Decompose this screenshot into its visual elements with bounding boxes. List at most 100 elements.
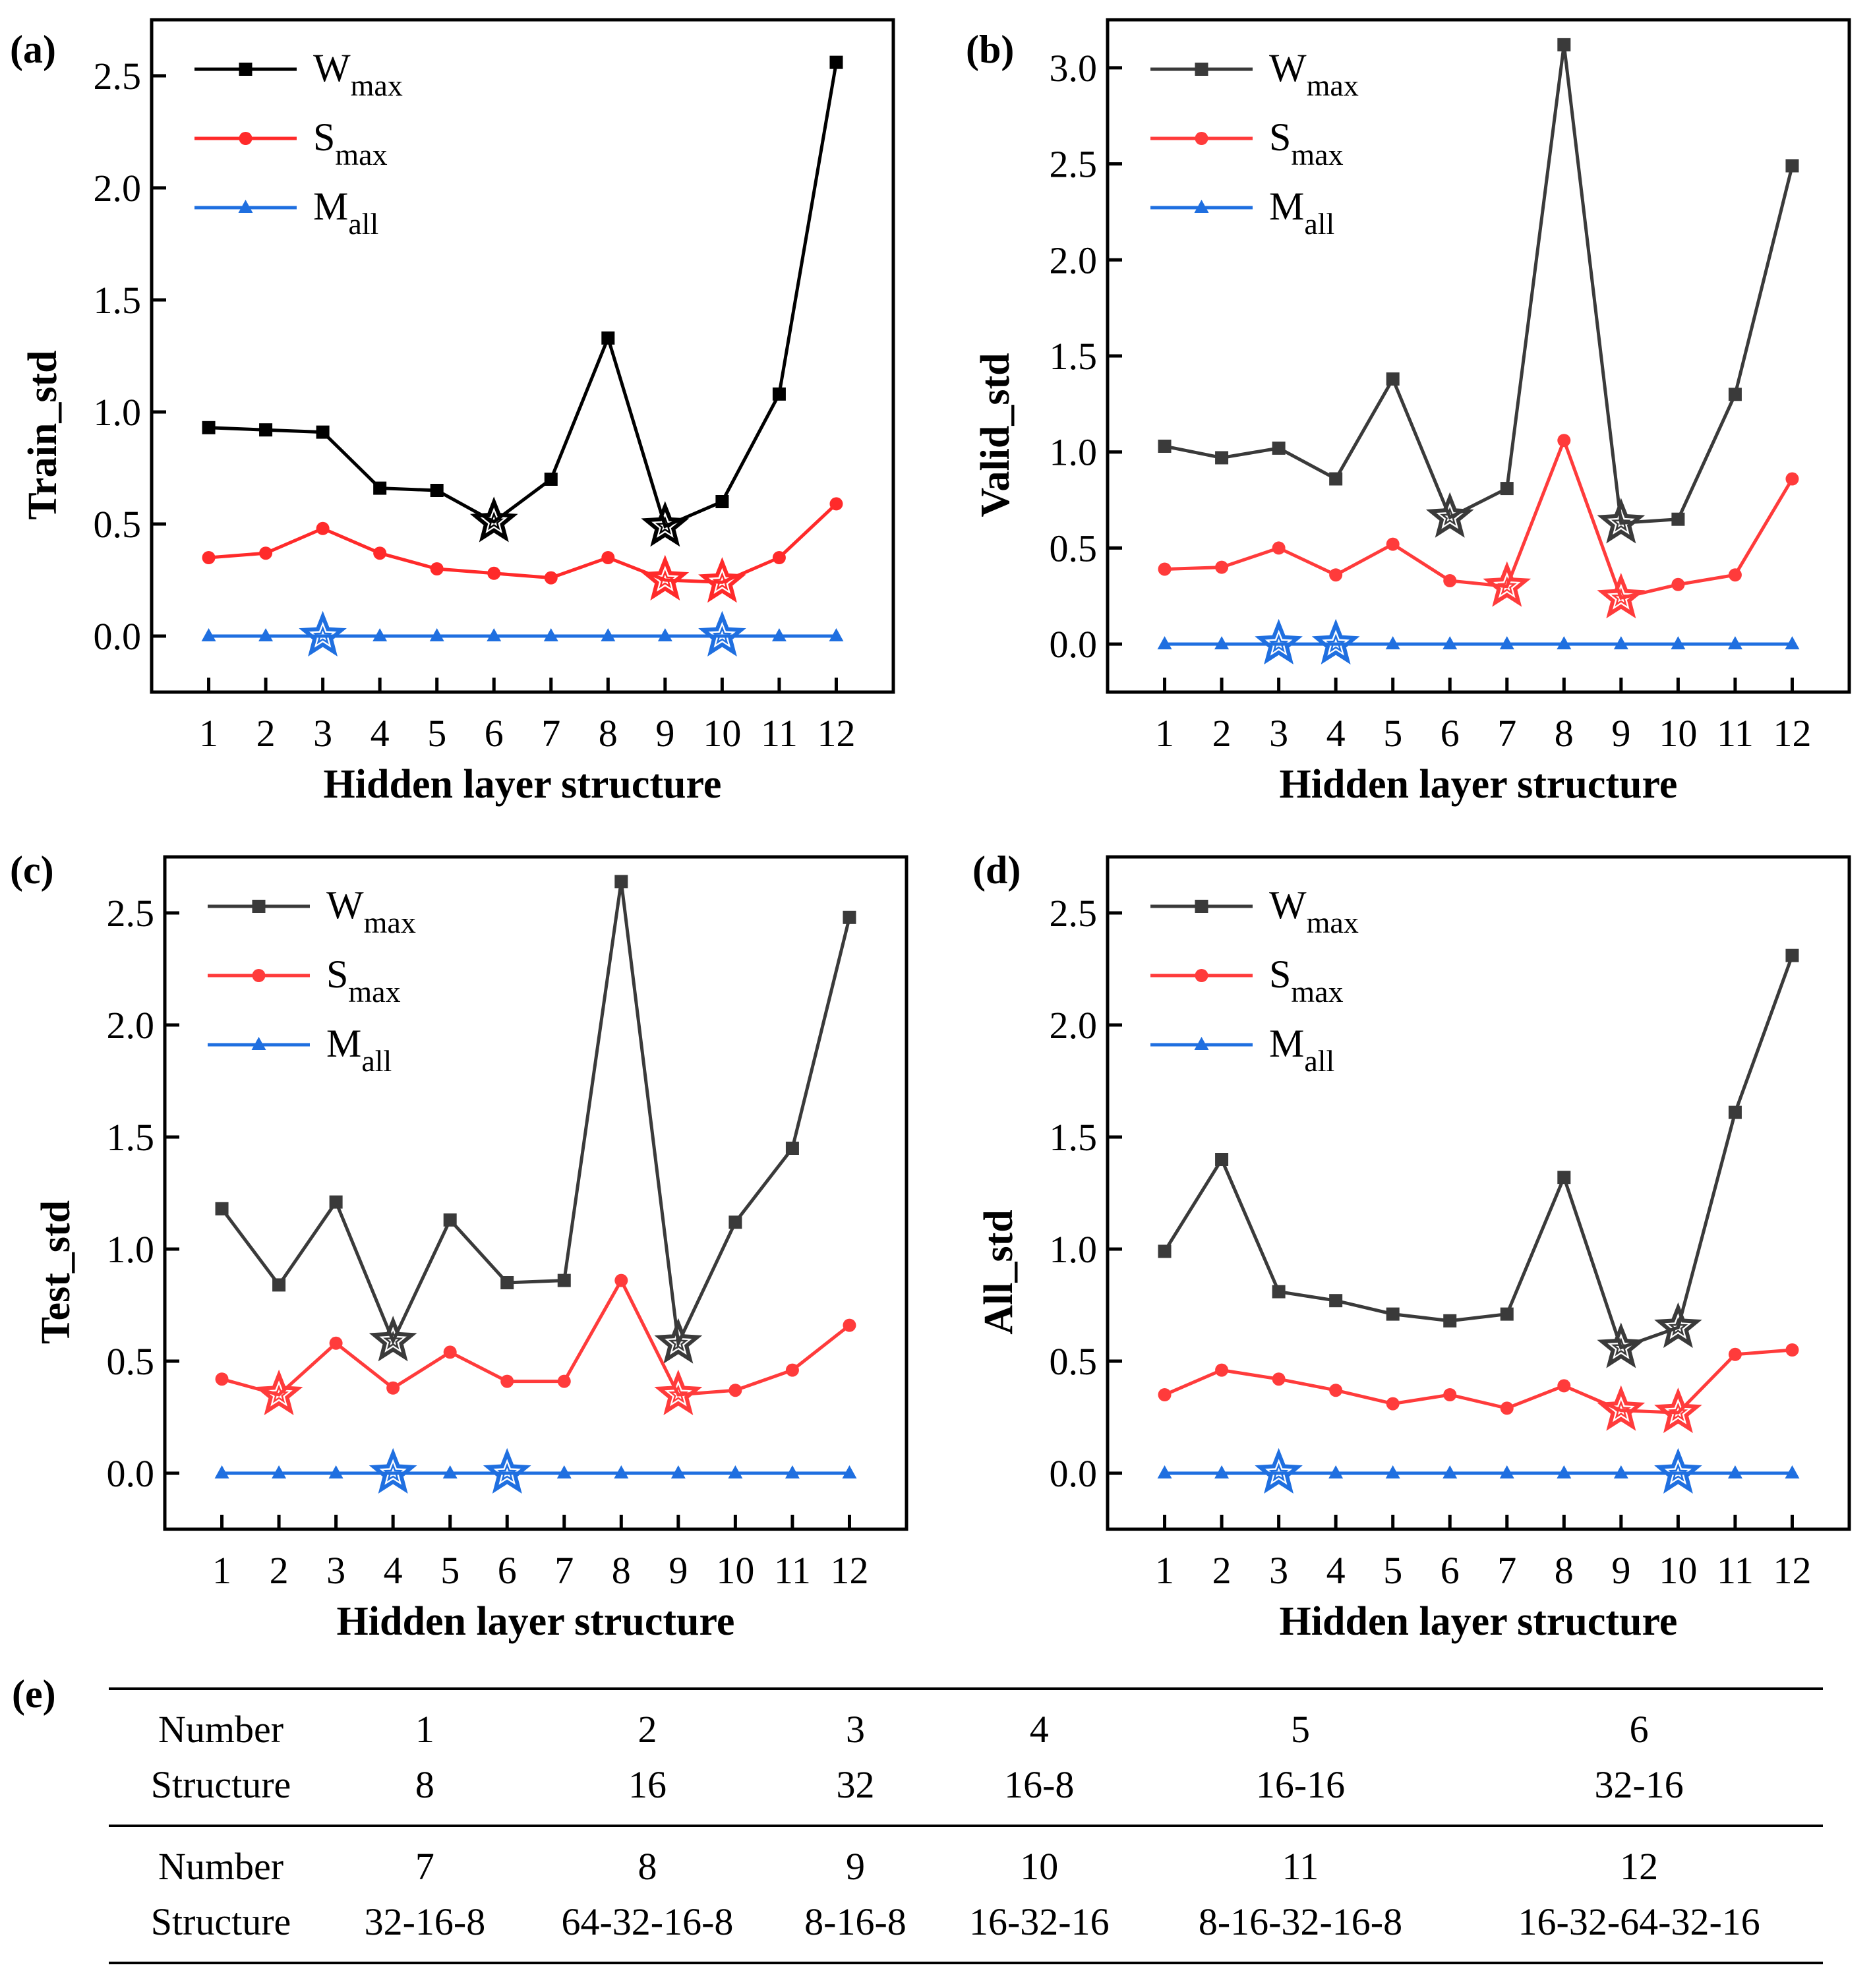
data-point bbox=[1557, 1171, 1571, 1184]
data-point bbox=[272, 1465, 287, 1478]
data-point bbox=[442, 1465, 458, 1478]
table-cell-structure: 32-16-8 bbox=[364, 1900, 486, 1943]
data-point bbox=[215, 1372, 229, 1386]
legend-marker bbox=[1195, 900, 1208, 913]
data-point bbox=[429, 628, 444, 641]
highlight-star bbox=[1255, 1447, 1303, 1494]
data-point bbox=[500, 1276, 514, 1289]
x-tick-label: 3 bbox=[1269, 712, 1288, 755]
highlight-star-inner bbox=[712, 626, 732, 645]
data-point bbox=[259, 423, 273, 437]
legend-label: Mall bbox=[1269, 1022, 1334, 1078]
legend-entry: Wmax bbox=[208, 883, 416, 939]
x-tick-label: 4 bbox=[1326, 712, 1346, 755]
data-point bbox=[1671, 512, 1685, 526]
data-point bbox=[1499, 636, 1514, 650]
data-point bbox=[1557, 38, 1571, 51]
data-point bbox=[1214, 1465, 1230, 1478]
highlight-star bbox=[254, 1369, 303, 1415]
legend-entry: Wmax bbox=[1150, 883, 1359, 939]
table-cell-structure: 8 bbox=[415, 1763, 434, 1806]
data-point bbox=[1500, 1401, 1514, 1415]
data-point bbox=[1785, 949, 1799, 962]
data-point bbox=[1386, 372, 1400, 386]
data-point bbox=[843, 1318, 856, 1332]
data-point bbox=[329, 1195, 343, 1209]
series-w-max bbox=[215, 875, 856, 1364]
plot-frame bbox=[1106, 18, 1851, 694]
structure-table: Number 1 2 3 4 5 6 Structure 8 16 32 16-… bbox=[109, 1687, 1823, 1964]
x-tick-label: 7 bbox=[554, 1549, 574, 1592]
data-point bbox=[728, 1465, 743, 1478]
table-cell-structure: 32 bbox=[836, 1763, 875, 1806]
data-point bbox=[202, 421, 216, 434]
data-point bbox=[1215, 451, 1229, 465]
data-point bbox=[272, 1278, 286, 1292]
data-point bbox=[214, 1465, 229, 1478]
data-point bbox=[316, 425, 330, 439]
series-w-max bbox=[202, 55, 843, 547]
highlight-star bbox=[1255, 618, 1303, 665]
figure-canvas: (a)0.00.51.01.52.02.51 2 3 4 5 6 7 8 9 10 11 12Hidd… bbox=[10, 18, 1851, 1644]
series-line bbox=[1163, 954, 1794, 1350]
series-w-max bbox=[1158, 38, 1799, 544]
series-line bbox=[220, 881, 851, 1349]
table-cell-number: 2 bbox=[638, 1708, 657, 1751]
structure-table-section: (e) Number 1 2 3 4 5 6 Structure 8 16 32… bbox=[0, 1648, 1873, 1988]
chart-panel-2: (b)0.00.51.01.52.02.53.01 2 3 4 5 6 7 8 9 10 11 12H… bbox=[966, 18, 1851, 807]
y-tick-label: 2.5 bbox=[107, 892, 155, 935]
legend-label: Smax bbox=[313, 115, 388, 171]
data-point bbox=[601, 331, 615, 345]
highlight-star-inner bbox=[383, 1330, 403, 1350]
data-point bbox=[328, 1465, 343, 1478]
data-point bbox=[1385, 1465, 1400, 1478]
data-point bbox=[1329, 1384, 1343, 1397]
data-point bbox=[1613, 1465, 1628, 1478]
data-point bbox=[785, 1142, 799, 1155]
data-point bbox=[1158, 1244, 1172, 1258]
x-tick-label: 5 bbox=[1383, 712, 1402, 755]
data-point bbox=[1671, 636, 1686, 650]
x-axis-title: Hidden layer structure bbox=[1280, 1599, 1678, 1644]
highlight-star-inner bbox=[1668, 1463, 1688, 1482]
highlight-star-inner bbox=[1611, 512, 1631, 532]
x-tick-label: 10 bbox=[1659, 712, 1697, 755]
data-point bbox=[1728, 1347, 1742, 1361]
highlight-star-inner bbox=[668, 1384, 688, 1403]
data-point bbox=[842, 1465, 857, 1478]
highlight-star bbox=[369, 1316, 417, 1362]
data-point bbox=[557, 1374, 571, 1388]
x-tick-label: 7 bbox=[541, 712, 560, 755]
table-cell-number: 3 bbox=[845, 1708, 865, 1751]
table-cell-number: 8 bbox=[638, 1845, 657, 1888]
x-tick-label: 2 bbox=[1212, 1549, 1232, 1592]
data-point bbox=[316, 521, 330, 535]
y-tick-label: 0.5 bbox=[107, 1340, 155, 1383]
data-point bbox=[372, 628, 388, 641]
x-axis-title: Hidden layer structure bbox=[1280, 762, 1678, 807]
data-point bbox=[785, 1465, 800, 1478]
table-cell-structure: 32-16 bbox=[1594, 1763, 1684, 1806]
x-tick-label: 9 bbox=[669, 1549, 688, 1592]
data-point bbox=[1215, 1363, 1229, 1377]
data-point bbox=[259, 546, 273, 560]
x-tick-label: 2 bbox=[256, 712, 276, 755]
data-point bbox=[1158, 1388, 1172, 1401]
highlight-star bbox=[1597, 572, 1646, 619]
series-m-all bbox=[1157, 618, 1800, 665]
y-tick-label: 1.0 bbox=[107, 1228, 155, 1271]
y-tick-label: 2.5 bbox=[1050, 143, 1098, 186]
panel-label: (a) bbox=[10, 28, 56, 71]
table-cell-number: 4 bbox=[1029, 1708, 1049, 1751]
chart-panel-4: (d)0.00.51.01.52.02.51 2 3 4 5 6 7 8 9 10 11 12Hidd… bbox=[972, 848, 1851, 1644]
table-cell-structure: 16-32-16 bbox=[968, 1900, 1110, 1943]
series-m-all bbox=[201, 610, 844, 657]
x-tick-label: 8 bbox=[599, 712, 618, 755]
data-point bbox=[1158, 439, 1172, 453]
x-tick-label: 4 bbox=[371, 712, 390, 755]
data-point bbox=[1157, 1465, 1172, 1478]
data-point bbox=[543, 628, 558, 641]
series-s-max bbox=[215, 1273, 856, 1415]
table-cell-number: 9 bbox=[845, 1845, 865, 1888]
data-point bbox=[670, 1465, 686, 1478]
